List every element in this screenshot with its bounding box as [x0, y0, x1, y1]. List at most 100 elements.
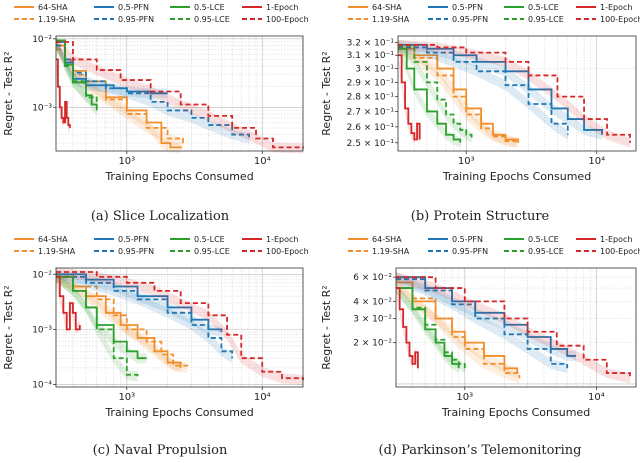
band-0.5-PFN — [56, 269, 222, 337]
y-axis-label: Regret - Test R² — [320, 51, 333, 135]
series-100-Epoch — [56, 41, 304, 149]
plot-area — [56, 36, 303, 151]
legend: 64-SHA 1.19-SHA 0.5-PFN 0.95-PFN 0.5-LCE 0.95… — [14, 3, 309, 24]
axes-frame — [397, 35, 637, 152]
series-group — [398, 39, 631, 148]
x-axis-label: Training Epochs Consumed — [441, 406, 590, 419]
legend-label: 1.19-SHA — [38, 15, 76, 24]
series-0.95-PFN — [396, 278, 569, 369]
y-tick-label: 2.7 × 10⁻¹ — [347, 107, 395, 117]
x-tick-label: 10⁴ — [254, 156, 271, 167]
series-100-Epoch — [396, 276, 631, 379]
band-100-Epoch — [396, 272, 630, 384]
legend-label: 0.5-PFN — [452, 3, 483, 12]
legend-label: 1-Epoch — [266, 3, 298, 12]
series-0.5-LCE — [56, 39, 98, 111]
x-tick-label: 10³ — [118, 156, 135, 167]
caption-c: (c) Naval Propulsion — [92, 443, 228, 458]
panel-d: 10³ 10⁴ 6 × 10⁻² 4 × 10⁻² 3 × 10⁻² 2 × 10⁻² Tr… — [320, 232, 640, 463]
legend-label: 0.5-PFN — [452, 235, 483, 244]
band-0.5-PFN — [398, 39, 603, 140]
series-1-Epoch — [396, 287, 419, 369]
series-0.5-LCE — [396, 287, 460, 369]
series-1.19-SHA — [396, 281, 521, 379]
legend-label: 1-Epoch — [600, 3, 632, 12]
legend-label: 0.5-PFN — [118, 235, 149, 244]
band-0.95-LCE — [56, 36, 97, 107]
series-0.5-LCE — [398, 47, 462, 143]
y-tick-label: 10⁻³ — [32, 325, 52, 335]
chart-protein-structure: 10³ 10⁴ 3.2 × 10⁻¹ 3.1 × 10⁻¹ 3 × 10⁻¹ 2.9 × … — [320, 3, 640, 183]
caption-d: (d) Parkinson’s Telemonitoring — [378, 443, 582, 458]
panel-b: 10³ 10⁴ 3.2 × 10⁻¹ 3.1 × 10⁻¹ 3 × 10⁻¹ 2.9 × … — [320, 0, 640, 231]
legend-label: 64-SHA — [372, 3, 402, 12]
series-1.19-SHA — [56, 48, 184, 144]
x-tick-label: 10⁴ — [588, 392, 605, 403]
axes-frame — [55, 35, 304, 152]
legend: 64-SHA 1.19-SHA 0.5-PFN 0.95-PFN 0.5-LCE 0.95… — [14, 235, 309, 256]
band-64-SHA — [56, 40, 181, 154]
legend-label: 1-Epoch — [266, 235, 298, 244]
caption-a: (a) Slice Localization — [90, 209, 230, 224]
legend-label: 1.19-SHA — [38, 247, 76, 256]
legend-label: 0.5-PFN — [118, 3, 149, 12]
caption-b: (b) Protein Structure — [410, 209, 550, 224]
band-0.95-LCE — [398, 41, 472, 143]
series-1.19-SHA — [56, 275, 189, 368]
legend-label: 0.5-LCE — [528, 3, 559, 12]
series-64-SHA — [396, 281, 519, 374]
y-grid — [56, 273, 303, 388]
y-axis-label: Regret - Test R² — [320, 285, 333, 369]
band-1-Epoch — [398, 50, 420, 145]
legend-label: 64-SHA — [38, 235, 68, 244]
series-1-Epoch — [56, 275, 81, 331]
series-0.95-LCE — [396, 287, 466, 369]
series-group — [56, 266, 304, 386]
x-axis-label: Training Epochs Consumed — [104, 170, 253, 183]
y-tick-label: 10⁻² — [32, 35, 52, 45]
band-1.19-SHA — [56, 271, 188, 373]
y-axis-label: Regret - Test R² — [2, 51, 15, 135]
legend-label: 0.5-LCE — [194, 235, 225, 244]
series-1-Epoch — [56, 58, 71, 128]
legend: 64-SHA 1.19-SHA 0.5-PFN 0.95-PFN 0.5-LCE 0.95… — [348, 235, 640, 256]
y-tick-label: 3 × 10⁻² — [353, 314, 392, 324]
legend-label: 0.95-LCE — [194, 247, 230, 256]
band-64-SHA — [398, 43, 519, 148]
series-100-Epoch — [398, 43, 631, 143]
chart-slice-localization: 10³ 10⁴ 10⁻² 10⁻³ Training Epochs Consumed Re… — [2, 3, 309, 183]
band-64-SHA — [396, 277, 518, 379]
x-axis-label: Training Epochs Consumed — [104, 406, 253, 419]
series-0.95-LCE — [56, 41, 98, 102]
band-0.5-PFN — [396, 272, 577, 361]
axes-frame — [55, 267, 304, 388]
y-axis-label: Regret - Test R² — [2, 285, 15, 369]
legend-label: 64-SHA — [38, 3, 68, 12]
legend-label: 1-Epoch — [600, 235, 632, 244]
legend-label: 0.95-LCE — [194, 15, 230, 24]
y-tick-label: 10⁻² — [32, 270, 52, 280]
series-100-Epoch — [56, 271, 304, 381]
x-tick-label: 10³ — [458, 156, 475, 167]
y-tick-label: 2.6 × 10⁻¹ — [347, 123, 395, 133]
legend-label: 0.95-LCE — [528, 15, 564, 24]
legend-label: 1.19-SHA — [372, 247, 410, 256]
series-0.95-PFN — [398, 46, 569, 135]
series-group — [56, 35, 304, 154]
panel-c: 10³ 10⁴ 10⁻² 10⁻³ 10⁻⁴ Training Epochs Consum… — [0, 232, 320, 463]
legend-label: 0.5-LCE — [194, 3, 225, 12]
legend: 64-SHA 1.19-SHA 0.5-PFN 0.95-PFN 0.5-LCE 0.95… — [348, 3, 640, 24]
x-tick-label: 10³ — [118, 392, 135, 403]
y-tick-label: 2.5 × 10⁻¹ — [347, 139, 395, 149]
legend-label: 64-SHA — [372, 235, 402, 244]
series-0.95-LCE — [56, 275, 139, 377]
chart-parkinsons-telemonitoring: 10³ 10⁴ 6 × 10⁻² 4 × 10⁻² 3 × 10⁻² 2 × 10⁻² Tr… — [320, 235, 640, 419]
legend-label: 100-Epoch — [266, 247, 309, 256]
y-tick-label: 2 × 10⁻² — [353, 339, 392, 349]
y-tick-label: 2.8 × 10⁻¹ — [347, 93, 395, 103]
legend-label: 100-Epoch — [600, 247, 640, 256]
y-tick-label: 10⁻³ — [32, 103, 52, 113]
series-0.95-PFN — [56, 275, 234, 359]
legend-label: 0.95-PFN — [118, 15, 154, 24]
axes-frame — [395, 267, 637, 388]
